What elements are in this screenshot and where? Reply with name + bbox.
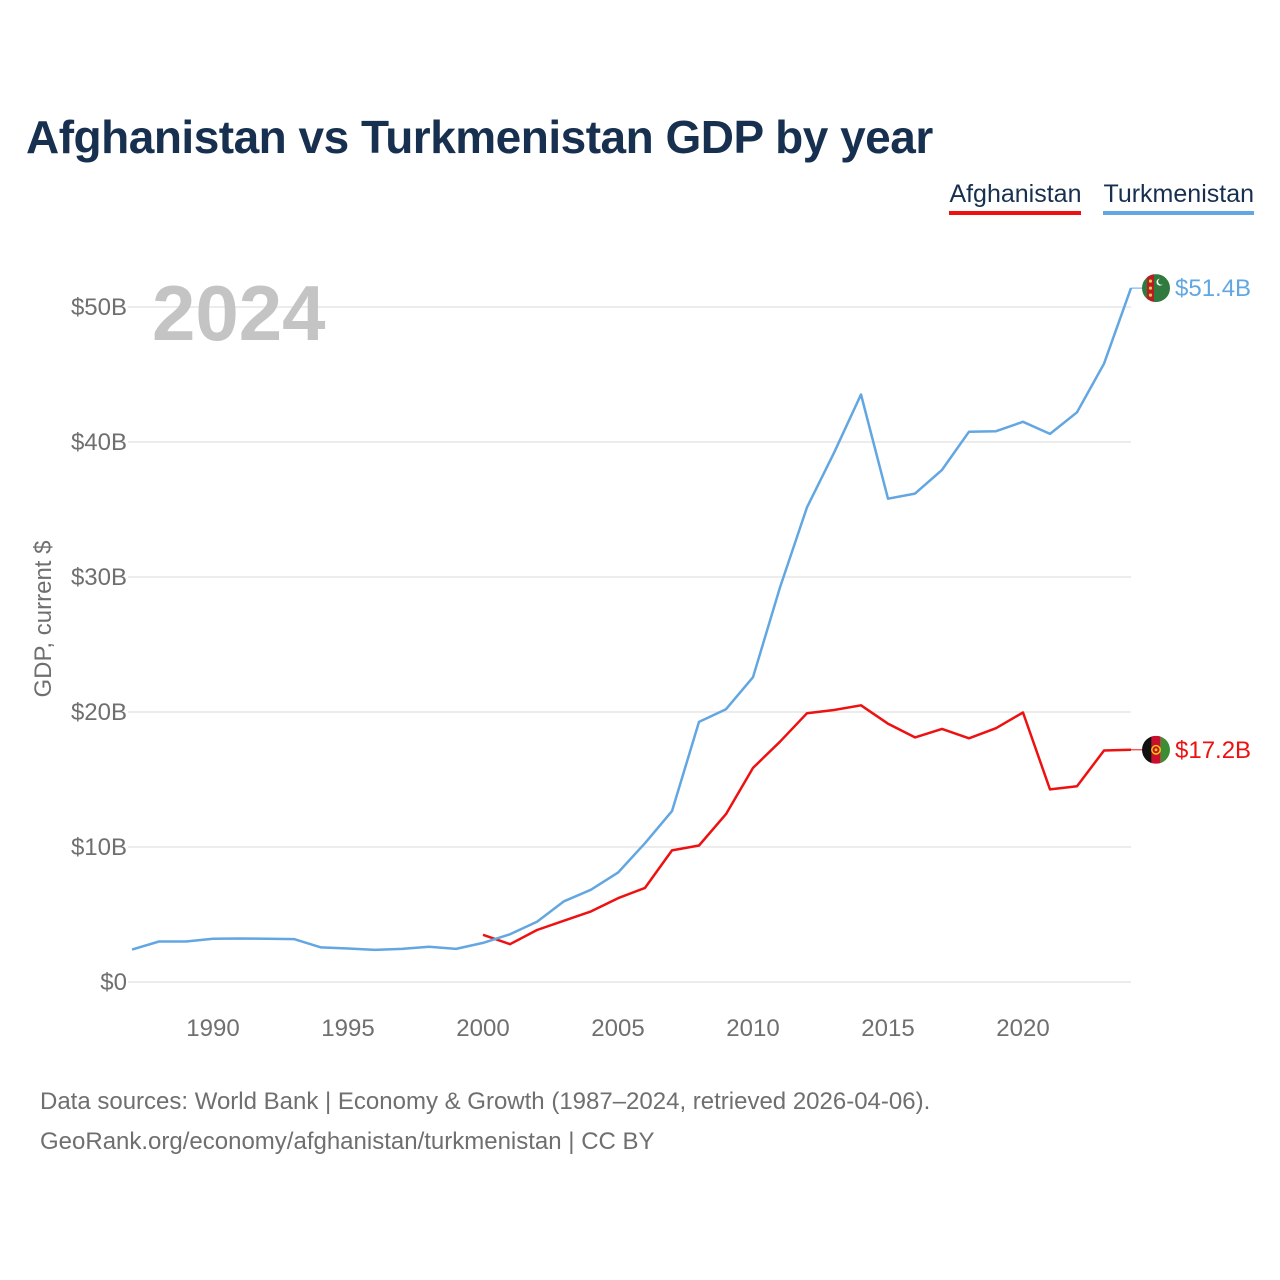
x-tick-label: 1995 (321, 1015, 374, 1042)
y-tick-label: $10B (71, 834, 127, 861)
y-tick-label: $40B (71, 429, 127, 456)
series-lines: $17.2B $51.4B (131, 275, 1251, 952)
x-tick-label: 2020 (996, 1015, 1049, 1042)
footer-data-sources: Data sources: World Bank | Economy & Gro… (40, 1088, 931, 1115)
x-tick-label: 2005 (591, 1015, 644, 1042)
y-tick-label: $0 (100, 969, 127, 996)
legend: Afghanistan Turkmenistan (949, 180, 1254, 215)
flag-afghanistan-icon (1142, 735, 1170, 764)
y-tick-label: $50B (71, 294, 127, 321)
footer-source-link[interactable]: GeoRank.org/economy/afghanistan/turkmeni… (40, 1128, 655, 1155)
gridlines (128, 306, 1131, 983)
footer: Data sources: World Bank | Economy & Gro… (40, 1082, 930, 1162)
end-label-turkmenistan: $51.4B (1175, 275, 1251, 302)
year-watermark: 2024 (152, 269, 326, 357)
chart-title: Afghanistan vs Turkmenistan GDP by year (26, 111, 933, 163)
x-tick-label: 2000 (456, 1015, 509, 1042)
x-tick-label: 2015 (861, 1015, 914, 1042)
series-line-turkmenistan[interactable] (131, 287, 1133, 952)
end-label-afghanistan: $17.2B (1175, 737, 1251, 764)
series-line-afghanistan[interactable] (482, 704, 1132, 946)
y-tick-label: $30B (71, 564, 127, 591)
legend-item-afghanistan[interactable]: Afghanistan (949, 180, 1082, 215)
y-axis-ticks: $0 $10B $20B $30B $40B $50B (71, 294, 127, 996)
flag-turkmenistan-icon (1142, 274, 1170, 303)
y-tick-label: $20B (71, 699, 127, 726)
y-axis-label: GDP, current $ (30, 541, 57, 698)
x-tick-label: 2010 (726, 1015, 779, 1042)
x-tick-label: 1990 (186, 1015, 239, 1042)
x-axis-ticks: 1990 1995 2000 2005 2010 2015 2020 (186, 1015, 1049, 1042)
legend-item-turkmenistan[interactable]: Turkmenistan (1103, 180, 1254, 215)
